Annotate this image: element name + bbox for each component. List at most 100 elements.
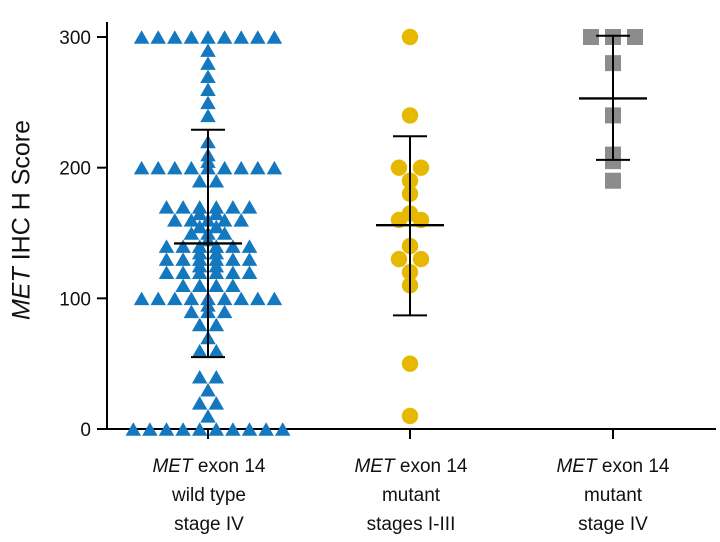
- point-triangle-200: [266, 160, 283, 175]
- point-triangle-110: [191, 278, 208, 293]
- point-square-300: [583, 29, 599, 45]
- point-triangle-170: [208, 200, 225, 214]
- point-triangle-130: [241, 252, 258, 266]
- point-triangle-100: [150, 291, 166, 306]
- point-triangle-260: [200, 82, 216, 97]
- point-triangle-40: [208, 369, 225, 384]
- point-triangle-300: [167, 30, 183, 44]
- point-triangle-170: [225, 200, 241, 214]
- point-triangle-160: [183, 213, 200, 227]
- point-triangle-80: [208, 317, 225, 332]
- point-triangle-110: [175, 278, 191, 293]
- point-triangle-100: [183, 291, 200, 306]
- x-category-1-line-3: stage IV: [174, 514, 244, 535]
- point-triangle-140: [175, 239, 191, 253]
- point-triangle-140: [225, 239, 241, 253]
- point-circle-50: [401, 355, 419, 372]
- point-triangle-170: [191, 200, 208, 214]
- point-triangle-190: [208, 173, 225, 188]
- point-triangle-200: [250, 160, 266, 175]
- point-triangle-160: [233, 213, 249, 227]
- x-category-2-line-1: MET exon 14: [354, 456, 468, 477]
- point-circle-10: [401, 407, 419, 425]
- point-triangle-300: [266, 30, 283, 44]
- point-triangle-100: [250, 291, 266, 306]
- point-triangle-0: [125, 422, 142, 436]
- x-category-3-line-2: mutant: [583, 485, 643, 506]
- point-triangle-100: [167, 291, 183, 306]
- point-triangle-300: [200, 30, 216, 44]
- point-triangle-200: [133, 160, 150, 175]
- point-triangle-0: [191, 422, 208, 436]
- point-triangle-190: [191, 173, 208, 188]
- point-triangle-100: [216, 291, 233, 306]
- point-triangle-200: [167, 160, 183, 175]
- point-square-300: [627, 29, 643, 45]
- point-triangle-160: [216, 213, 233, 227]
- point-triangle-290: [200, 43, 216, 57]
- point-triangle-60: [208, 343, 225, 358]
- point-triangle-140: [208, 239, 225, 253]
- data-points: [125, 28, 643, 436]
- point-triangle-110: [225, 278, 241, 293]
- x-category-2-line-3: stages I-III: [366, 514, 456, 535]
- point-triangle-100: [233, 291, 249, 306]
- x-category-label-1: MET exon 14 wild type stage IV: [109, 452, 309, 539]
- x-category-label-3: MET exon 14 mutant stage IV: [513, 452, 713, 539]
- point-triangle-270: [200, 69, 216, 83]
- x-category-label-2: MET exon 14 mutant stages I-III: [311, 452, 511, 539]
- point-triangle-200: [216, 160, 233, 175]
- axes: 0 100 200 300: [59, 22, 716, 441]
- point-triangle-300: [233, 30, 249, 44]
- point-triangle-300: [250, 30, 266, 44]
- point-triangle-170: [241, 200, 258, 214]
- point-triangle-130: [225, 252, 241, 266]
- y-tick-label-100: 100: [59, 289, 91, 310]
- point-triangle-80: [191, 317, 208, 332]
- point-triangle-30: [200, 383, 216, 397]
- point-triangle-60: [191, 343, 208, 358]
- point-circle-300: [401, 28, 419, 46]
- point-triangle-10: [200, 409, 216, 423]
- point-triangle-170: [158, 200, 175, 214]
- point-triangle-0: [158, 422, 175, 436]
- x-category-3-line-3: stage IV: [578, 514, 648, 535]
- point-triangle-170: [175, 200, 191, 214]
- point-triangle-280: [200, 56, 216, 70]
- point-triangle-300: [183, 30, 200, 44]
- point-triangle-155: [208, 219, 225, 234]
- point-triangle-90: [216, 304, 233, 319]
- y-tick-label-0: 0: [80, 420, 91, 441]
- point-triangle-110: [208, 278, 225, 293]
- point-triangle-200: [183, 160, 200, 175]
- point-triangle-90: [183, 304, 200, 319]
- x-category-3-line-1: MET exon 14: [556, 456, 670, 477]
- point-triangle-120: [241, 265, 258, 279]
- point-triangle-140: [241, 239, 258, 253]
- point-triangle-0: [241, 422, 258, 436]
- point-triangle-130: [175, 252, 191, 266]
- point-triangle-140: [191, 239, 208, 253]
- x-category-1-line-1: MET exon 14: [152, 456, 266, 477]
- point-triangle-40: [191, 369, 208, 384]
- point-triangle-150: [216, 226, 233, 240]
- point-circle-130: [412, 250, 430, 268]
- point-triangle-300: [133, 30, 150, 44]
- point-triangle-130: [158, 252, 175, 266]
- x-category-1-line-2: wild type: [172, 485, 246, 506]
- point-triangle-120: [175, 265, 191, 279]
- point-circle-200: [412, 159, 430, 176]
- point-triangle-300: [150, 30, 166, 44]
- point-triangle-250: [200, 95, 216, 110]
- point-triangle-0: [142, 422, 158, 436]
- point-triangle-200: [233, 160, 249, 175]
- point-triangle-0: [274, 422, 291, 436]
- point-triangle-200: [150, 160, 166, 175]
- point-triangle-100: [133, 291, 150, 306]
- x-category-2-line-2: mutant: [381, 485, 441, 506]
- point-triangle-20: [208, 396, 225, 410]
- point-triangle-160: [167, 213, 183, 227]
- point-triangle-0: [208, 422, 225, 436]
- point-circle-130: [390, 250, 408, 268]
